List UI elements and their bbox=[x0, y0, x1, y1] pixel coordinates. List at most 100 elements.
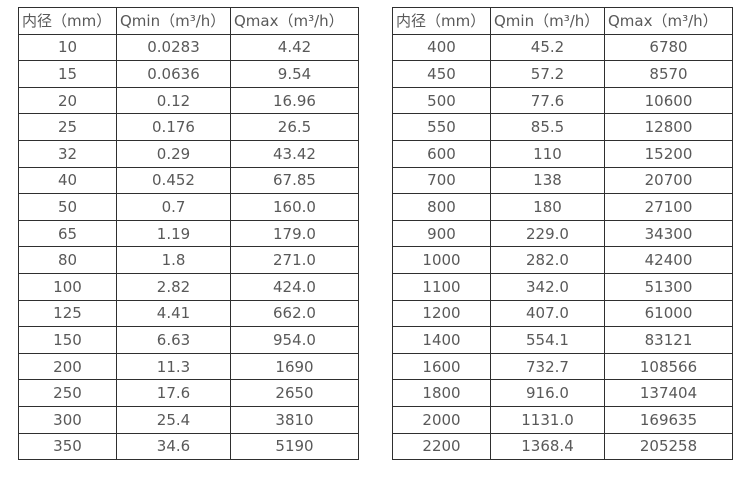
table-cell: 0.0283 bbox=[116, 33, 231, 62]
table-cell: 2.82 bbox=[116, 272, 231, 301]
table-cell: 1368.4 bbox=[490, 432, 605, 461]
header-qmin: Qmin（m³/h） bbox=[490, 7, 605, 35]
table-row: 15 0.0636 9.54 bbox=[18, 60, 359, 88]
table-cell: 1200 bbox=[392, 299, 491, 328]
table-row: 300 25.4 3810 bbox=[18, 405, 359, 434]
table-cell: 1131.0 bbox=[490, 405, 605, 434]
table-cell: 32 bbox=[18, 139, 117, 168]
header-row: 内径（mm） Qmin（m³/h） Qmax（m³/h） bbox=[392, 7, 733, 35]
table-cell: 407.0 bbox=[490, 299, 605, 328]
header-qmax: Qmax（m³/h） bbox=[230, 7, 359, 35]
table-cell: 34300 bbox=[604, 219, 733, 248]
table-row: 40 0.452 67.85 bbox=[18, 166, 359, 195]
header-inner-diameter: 内径（mm） bbox=[18, 7, 117, 35]
table-cell: 205258 bbox=[604, 432, 733, 461]
table-cell: 67.85 bbox=[230, 166, 359, 195]
table-cell: 83121 bbox=[604, 326, 733, 354]
table-cell: 4.42 bbox=[230, 33, 359, 62]
table-row: 10 0.0283 4.42 bbox=[18, 33, 359, 62]
table-cell: 350 bbox=[18, 432, 117, 461]
table-cell: 10600 bbox=[604, 86, 733, 115]
table-row: 1100 342.0 51300 bbox=[392, 272, 733, 301]
table-row: 1000 282.0 42400 bbox=[392, 246, 733, 274]
table-cell: 400 bbox=[392, 33, 491, 62]
table-row: 2000 1131.0 169635 bbox=[392, 405, 733, 434]
table-cell: 5190 bbox=[230, 432, 359, 461]
header-row: 内径（mm） Qmin（m³/h） Qmax（m³/h） bbox=[18, 7, 359, 35]
table-row: 65 1.19 179.0 bbox=[18, 219, 359, 248]
table-cell: 43.42 bbox=[230, 139, 359, 168]
table-body: 10 0.0283 4.42 15 0.0636 9.54 20 0.12 16.96 25 0.1… bbox=[18, 33, 359, 461]
table-cell: 42400 bbox=[604, 246, 733, 274]
table-cell: 0.29 bbox=[116, 139, 231, 168]
table-row: 350 34.6 5190 bbox=[18, 432, 359, 461]
table-cell: 25.4 bbox=[116, 405, 231, 434]
table-row: 20 0.12 16.96 bbox=[18, 86, 359, 115]
header-qmin: Qmin（m³/h） bbox=[116, 7, 231, 35]
table-row: 150 6.63 954.0 bbox=[18, 326, 359, 354]
table-cell: 179.0 bbox=[230, 219, 359, 248]
table-cell: 554.1 bbox=[490, 326, 605, 354]
table-cell: 4.41 bbox=[116, 299, 231, 328]
table-cell: 150 bbox=[18, 326, 117, 354]
table-row: 100 2.82 424.0 bbox=[18, 272, 359, 301]
table-cell: 17.6 bbox=[116, 379, 231, 407]
table-cell: 200 bbox=[18, 352, 117, 381]
table-cell: 1000 bbox=[392, 246, 491, 274]
table-cell: 27100 bbox=[604, 193, 733, 221]
table-row: 500 77.6 10600 bbox=[392, 86, 733, 115]
table-cell: 500 bbox=[392, 86, 491, 115]
table-cell: 6780 bbox=[604, 33, 733, 62]
table-cell: 1.19 bbox=[116, 219, 231, 248]
table-row: 125 4.41 662.0 bbox=[18, 299, 359, 328]
table-cell: 0.7 bbox=[116, 193, 231, 221]
table-cell: 100 bbox=[18, 272, 117, 301]
table-cell: 137404 bbox=[604, 379, 733, 407]
table-cell: 1100 bbox=[392, 272, 491, 301]
table-cell: 138 bbox=[490, 166, 605, 195]
table-cell: 57.2 bbox=[490, 60, 605, 88]
table-cell: 282.0 bbox=[490, 246, 605, 274]
table-row: 32 0.29 43.42 bbox=[18, 139, 359, 168]
table-cell: 12800 bbox=[604, 113, 733, 141]
table-body: 400 45.2 6780 450 57.2 8570 500 77.6 10600 550 85.… bbox=[392, 33, 733, 461]
table-cell: 15 bbox=[18, 60, 117, 88]
table-row: 50 0.7 160.0 bbox=[18, 193, 359, 221]
table-row: 400 45.2 6780 bbox=[392, 33, 733, 62]
table-header: 内径（mm） Qmin（m³/h） Qmax（m³/h） bbox=[392, 7, 733, 35]
table-row: 200 11.3 1690 bbox=[18, 352, 359, 381]
table-cell: 0.452 bbox=[116, 166, 231, 195]
table-header: 内径（mm） Qmin（m³/h） Qmax（m³/h） bbox=[18, 7, 359, 35]
table-cell: 45.2 bbox=[490, 33, 605, 62]
table-row: 1200 407.0 61000 bbox=[392, 299, 733, 328]
table-row: 550 85.5 12800 bbox=[392, 113, 733, 141]
table-row: 700 138 20700 bbox=[392, 166, 733, 195]
table-cell: 85.5 bbox=[490, 113, 605, 141]
table-cell: 160.0 bbox=[230, 193, 359, 221]
table-cell: 271.0 bbox=[230, 246, 359, 274]
header-inner-diameter: 内径（mm） bbox=[392, 7, 491, 35]
table-row: 1400 554.1 83121 bbox=[392, 326, 733, 354]
table-cell: 0.176 bbox=[116, 113, 231, 141]
spec-table-small-diameters: 内径（mm） Qmin（m³/h） Qmax（m³/h） 10 0.0283 4.4… bbox=[18, 7, 359, 461]
table-row: 1600 732.7 108566 bbox=[392, 352, 733, 381]
table-cell: 1800 bbox=[392, 379, 491, 407]
table-cell: 20700 bbox=[604, 166, 733, 195]
table-cell: 732.7 bbox=[490, 352, 605, 381]
table-cell: 450 bbox=[392, 60, 491, 88]
table-cell: 2000 bbox=[392, 405, 491, 434]
table-cell: 61000 bbox=[604, 299, 733, 328]
table-row: 600 110 15200 bbox=[392, 139, 733, 168]
table-cell: 800 bbox=[392, 193, 491, 221]
table-cell: 1400 bbox=[392, 326, 491, 354]
table-cell: 424.0 bbox=[230, 272, 359, 301]
table-cell: 2650 bbox=[230, 379, 359, 407]
table-cell: 15200 bbox=[604, 139, 733, 168]
table-cell: 342.0 bbox=[490, 272, 605, 301]
table-cell: 0.12 bbox=[116, 86, 231, 115]
table-cell: 916.0 bbox=[490, 379, 605, 407]
table-cell: 25 bbox=[18, 113, 117, 141]
table-cell: 40 bbox=[18, 166, 117, 195]
table-cell: 108566 bbox=[604, 352, 733, 381]
table-cell: 50 bbox=[18, 193, 117, 221]
